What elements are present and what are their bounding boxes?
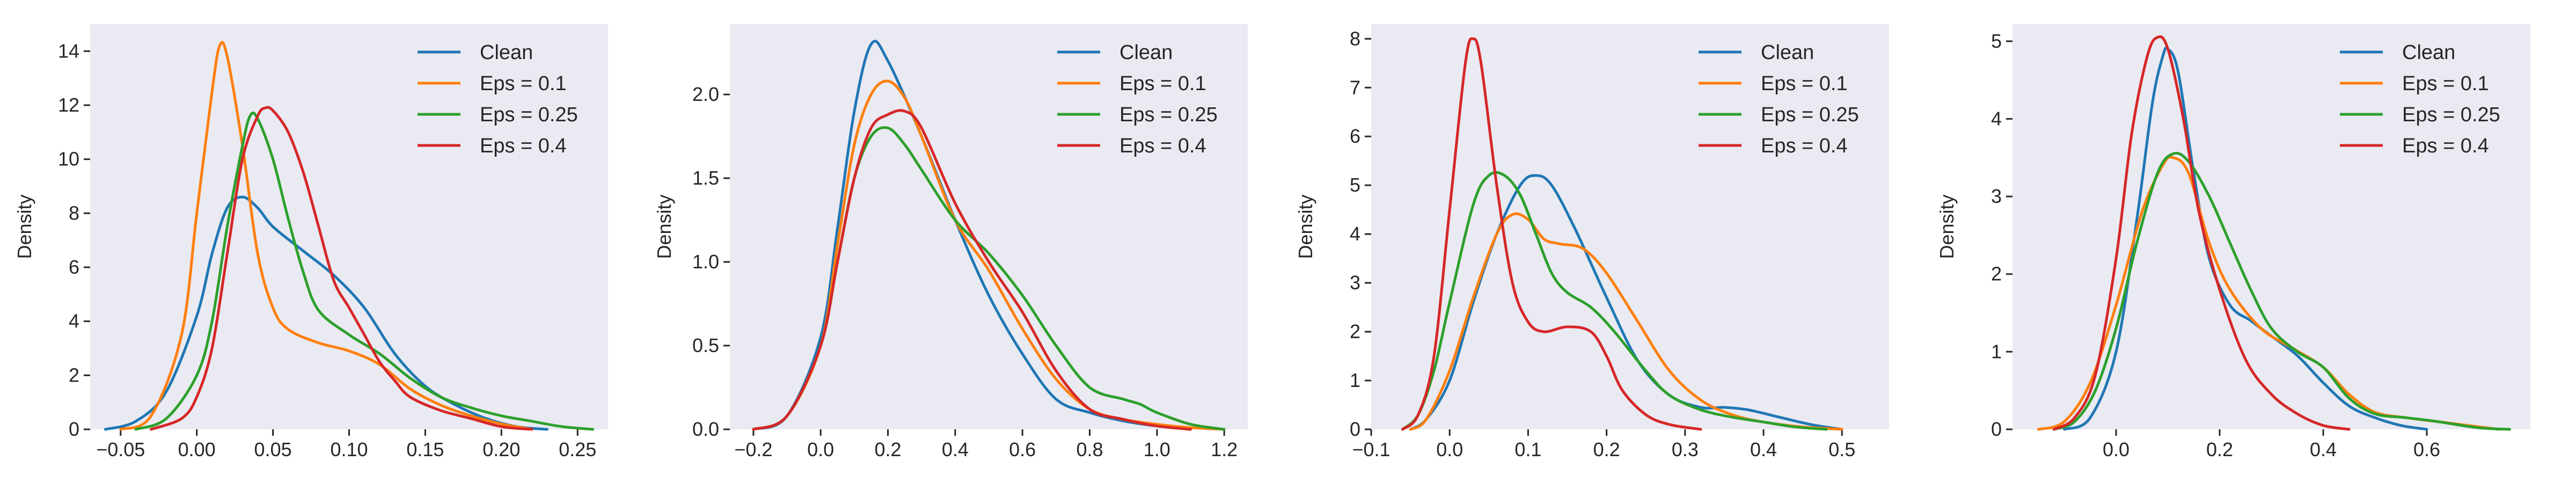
legend-label: Eps = 0.1 [480, 72, 567, 95]
legend-label: Clean [480, 41, 533, 64]
legend-label: Eps = 0.25 [1761, 104, 1859, 126]
y-axis-label: Density [653, 194, 675, 259]
legend-label: Clean [1119, 41, 1173, 64]
series-line-eps-0-4 [2052, 35, 2351, 431]
y-tick-label: 4 [69, 310, 79, 332]
x-tick-label: 0.1 [1514, 438, 1541, 460]
series-line-eps-0-4 [150, 106, 533, 431]
y-tick-label: 4 [1350, 223, 1360, 245]
y-tick-label: 1.5 [692, 167, 719, 189]
y-tick-label: 6 [69, 256, 79, 278]
chart-panel-2: −0.2 0.0 0.2 0.4 0.6 0.8 1.0 1.2 0.0 0.5 1.0 1.5 2.0… [653, 24, 1248, 460]
plot-area [1371, 24, 1889, 429]
legend-label: Clean [2402, 41, 2455, 64]
y-axis-label: Density [1294, 194, 1316, 259]
y-tick-label: 2 [69, 364, 79, 386]
x-tick-label: −0.05 [96, 438, 145, 460]
y-tick-label: 14 [58, 40, 79, 62]
x-tick-label: 0.2 [1593, 438, 1620, 460]
y-tick-label: 2.0 [692, 83, 719, 105]
legend-label: Eps = 0.1 [1761, 72, 1848, 95]
series-line-eps-0-25 [1401, 171, 1828, 431]
legend-label: Eps = 0.1 [1119, 72, 1206, 95]
x-tick-label: 0.6 [2413, 438, 2440, 460]
x-tick-label: 0.25 [559, 438, 596, 460]
legend-label: Eps = 0.25 [2402, 104, 2500, 126]
x-tick-label: −0.2 [734, 438, 772, 460]
x-tick-label: 0.3 [1672, 438, 1699, 460]
y-tick-label: 2 [1350, 320, 1360, 342]
y-tick-label: 0.0 [692, 418, 719, 440]
y-tick-label: 10 [58, 148, 79, 170]
y-tick-label: 1.0 [692, 251, 719, 273]
legend-label: Eps = 0.25 [1119, 104, 1218, 126]
x-tick-label: 0.6 [1009, 438, 1036, 460]
series-line-eps-0-25 [134, 111, 595, 431]
x-tick-label: 0.5 [1828, 438, 1855, 460]
y-tick-label: 1 [1350, 369, 1360, 391]
x-tick-label: 0.4 [942, 438, 969, 460]
x-tick-label: −0.1 [1352, 438, 1390, 460]
chart-panel-4: 0.0 0.2 0.4 0.6 0 1 2 3 4 5 Density Clean Eps = 0.1 E… [1936, 24, 2530, 460]
series-line-eps-0-4 [1401, 37, 1702, 431]
chart-panel-3: −0.1 0.0 0.1 0.2 0.3 0.4 0.5 0 1 2 3 4 5 6 7 8 Density Cl… [1294, 24, 1889, 460]
y-tick-label: 7 [1350, 76, 1360, 98]
x-tick-label: 0.10 [330, 438, 368, 460]
y-tick-label: 0.5 [692, 334, 719, 356]
y-tick-label: 5 [1991, 30, 2002, 52]
legend: Clean Eps = 0.1 Eps = 0.25 Eps = 0.4 [418, 41, 578, 157]
y-tick-label: 0 [1991, 418, 2002, 440]
y-tick-label: 3 [1350, 272, 1360, 294]
y-tick-label: 0 [1350, 418, 1360, 440]
series-line-eps-0-1 [119, 41, 533, 431]
legend: Clean Eps = 0.1 Eps = 0.25 Eps = 0.4 [2340, 41, 2500, 157]
y-tick-label: 8 [69, 202, 79, 224]
series-line-clean [1409, 174, 1843, 431]
y-axis-label: Density [13, 194, 35, 259]
legend-label: Eps = 0.4 [480, 135, 567, 157]
y-tick-label: 0 [69, 418, 79, 440]
legend-label: Eps = 0.4 [2402, 135, 2489, 157]
x-tick-label: 0.0 [2103, 438, 2129, 460]
legend: Clean Eps = 0.1 Eps = 0.25 Eps = 0.4 [1057, 41, 1218, 157]
legend: Clean Eps = 0.1 Eps = 0.25 Eps = 0.4 [1699, 41, 1859, 157]
x-tick-label: 0.0 [1436, 438, 1463, 460]
x-tick-label: 0.05 [254, 438, 292, 460]
y-tick-label: 6 [1350, 125, 1360, 147]
legend-label: Eps = 0.4 [1119, 135, 1206, 157]
series-line-eps-0-4 [752, 109, 1192, 431]
legend-label: Eps = 0.25 [480, 104, 578, 126]
series-line-eps-0-1 [1409, 212, 1843, 431]
y-axis-label: Density [1936, 194, 1958, 259]
x-tick-label: 0.2 [874, 438, 901, 460]
x-tick-label: 0.2 [2206, 438, 2233, 460]
y-tick-label: 8 [1350, 27, 1360, 49]
chart-panel-1: −0.05 0.00 0.05 0.10 0.15 0.20 0.25 0 2 4 6 8 10 12 14… [13, 24, 608, 460]
series-line-eps-0-25 [2052, 151, 2511, 431]
y-tick-label: 3 [1991, 185, 2002, 207]
x-tick-label: 0.8 [1076, 438, 1103, 460]
series-line-clean [104, 195, 548, 431]
x-tick-label: 1.0 [1144, 438, 1170, 460]
x-tick-label: 1.2 [1211, 438, 1238, 460]
legend-label: Eps = 0.1 [2402, 72, 2489, 95]
x-tick-label: 0.20 [482, 438, 520, 460]
x-tick-label: 0.15 [406, 438, 444, 460]
y-tick-label: 2 [1991, 263, 2002, 285]
x-tick-label: 0.00 [178, 438, 216, 460]
y-tick-label: 12 [58, 94, 79, 116]
x-tick-label: 0.0 [807, 438, 834, 460]
x-tick-label: 0.4 [2310, 438, 2337, 460]
y-tick-label: 4 [1991, 107, 2002, 129]
legend-label: Eps = 0.4 [1761, 135, 1848, 157]
legend-label: Clean [1761, 41, 1814, 64]
y-tick-label: 1 [1991, 340, 2002, 362]
plot-area [90, 24, 608, 429]
y-tick-label: 5 [1350, 174, 1360, 196]
x-tick-label: 0.4 [1750, 438, 1777, 460]
